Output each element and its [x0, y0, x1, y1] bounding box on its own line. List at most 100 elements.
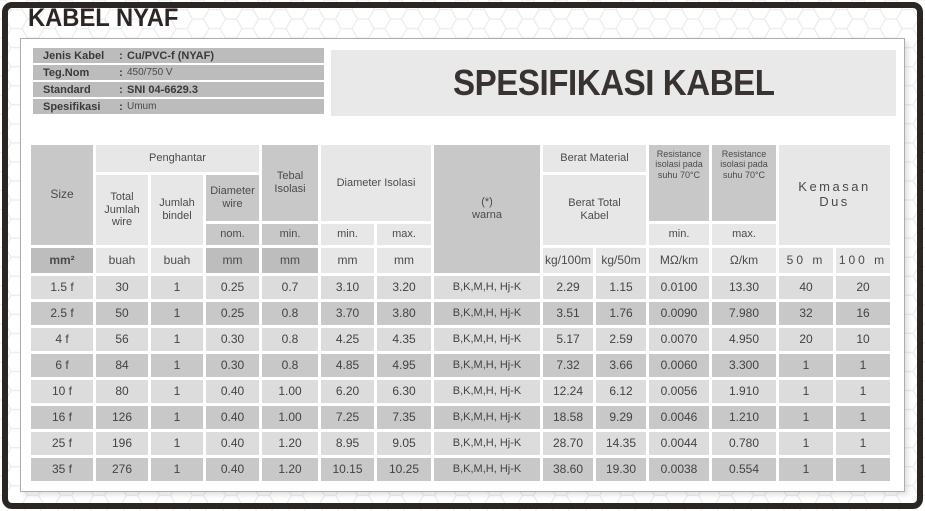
table-cell: 1	[151, 458, 203, 481]
header-berat-total-kabel: Berat Total Kabel	[543, 175, 646, 245]
cable-info-box: Jenis Kabel : Cu/PVC-f (NYAF) Teg.Nom : …	[33, 48, 324, 116]
table-cell: 0.25	[206, 276, 259, 299]
header-jumlah-bindel: Jumlah bindel	[151, 175, 203, 245]
table-cell: 1	[151, 354, 203, 377]
table-cell: 6.12	[596, 380, 646, 403]
table-cell: 1	[779, 432, 833, 455]
header-diameter-isolasi: Diameter Isolasi	[321, 145, 431, 221]
page-title-text: KABEL NYAF	[28, 4, 179, 32]
table-cell: 10 f	[31, 380, 93, 403]
table-cell: 0.40	[206, 458, 259, 481]
table-cell: 1	[151, 276, 203, 299]
table-cell: 40	[779, 276, 833, 299]
table-cell: 50	[96, 302, 148, 325]
table-cell: 1	[779, 458, 833, 481]
header-diameter-isolasi-min: min.	[321, 224, 374, 245]
table-cell: 2.29	[543, 276, 593, 299]
table-cell: 10.15	[321, 458, 374, 481]
info-label: Teg.Nom	[43, 66, 90, 79]
table-cell: 7.980	[712, 302, 776, 325]
info-value: SNI 04-6629.3	[127, 83, 198, 96]
unit-cell: mm	[262, 248, 318, 273]
table-cell: 1	[151, 432, 203, 455]
table-cell: 2.5 f	[31, 302, 93, 325]
table-cell: 1	[151, 380, 203, 403]
table-cell: 0.30	[206, 328, 259, 351]
header-tebal-isolasi: Tebal Isolasi	[262, 145, 318, 221]
table-cell: 25 f	[31, 432, 93, 455]
table-cell: 3.80	[377, 302, 431, 325]
header-resistance-max: Resistance isolasi pada suhu 70°C	[712, 145, 776, 221]
table-cell: 7.25	[321, 406, 374, 429]
info-label: Standard	[43, 83, 91, 96]
table-cell: 14.35	[596, 432, 646, 455]
table-cell: 0.0046	[649, 406, 709, 429]
table-cell: 1	[151, 406, 203, 429]
table-cell: 1.5 f	[31, 276, 93, 299]
table-cell: 80	[96, 380, 148, 403]
table-cell: 0.0056	[649, 380, 709, 403]
table-cell: 10.25	[377, 458, 431, 481]
table-cell: 4 f	[31, 328, 93, 351]
spec-heading-box: SPESIFIKASI KABEL	[331, 50, 896, 116]
table-cell: 3.20	[377, 276, 431, 299]
info-row-teg-nom: Teg.Nom : 450/750 V	[33, 65, 324, 80]
table-cell: 0.7	[262, 276, 318, 299]
table-cell: 7.35	[377, 406, 431, 429]
table-cell: 56	[96, 328, 148, 351]
unit-cell: mm	[321, 248, 374, 273]
table-cell: 12.24	[543, 380, 593, 403]
header-resistance-max-label: max.	[712, 224, 776, 245]
header-penghantar: Penghantar	[96, 145, 259, 172]
table-cell: 3.10	[321, 276, 374, 299]
header-nom: nom.	[206, 224, 259, 245]
spec-table: Size Penghantar Total Jumlah wire Jumlah…	[31, 145, 890, 481]
table-cell: 4.95	[377, 354, 431, 377]
table-cell: 32	[779, 302, 833, 325]
header-kemasan-dus: Kemasan Dus	[779, 145, 890, 245]
header-berat-material: Berat Material	[543, 145, 646, 172]
header-resistance-min-label: min.	[649, 224, 709, 245]
info-row-standard: Standard : SNI 04-6629.3	[33, 82, 324, 97]
table-cell: 8.95	[321, 432, 374, 455]
table-cell: 126	[96, 406, 148, 429]
table-cell: 0.25	[206, 302, 259, 325]
unit-cell: MΩ/km	[649, 248, 709, 273]
table-cell: 1.20	[262, 432, 318, 455]
table-cell: 0.8	[262, 328, 318, 351]
table-cell: 1	[151, 328, 203, 351]
header-warna: (*) warna	[434, 145, 540, 273]
table-cell: 0.0044	[649, 432, 709, 455]
header-warna-line1: (*)	[481, 196, 493, 209]
table-cell: 1.15	[596, 276, 646, 299]
header-diameter-wire: Diameter wire	[206, 175, 259, 221]
table-cell: 0.8	[262, 302, 318, 325]
table-cell: 1.76	[596, 302, 646, 325]
unit-cell: buah	[96, 248, 148, 273]
table-cell: 30	[96, 276, 148, 299]
header-size: Size	[31, 145, 93, 245]
info-label: Jenis Kabel	[43, 49, 105, 62]
spec-sheet-panel: Jenis Kabel : Cu/PVC-f (NYAF) Teg.Nom : …	[20, 38, 905, 492]
table-cell: 13.30	[712, 276, 776, 299]
table-cell: 1	[779, 406, 833, 429]
table-cell: 84	[96, 354, 148, 377]
unit-cell: 50 m	[779, 248, 833, 273]
table-cell: 1	[779, 354, 833, 377]
table-cell: 1	[836, 380, 890, 403]
table-cell: 0.554	[712, 458, 776, 481]
table-cell: 6 f	[31, 354, 93, 377]
table-cell: 16 f	[31, 406, 93, 429]
table-cell: 38.60	[543, 458, 593, 481]
table-cell: 0.0060	[649, 354, 709, 377]
table-cell: 1	[779, 380, 833, 403]
table-cell: 16	[836, 302, 890, 325]
table-cell: 0.0090	[649, 302, 709, 325]
table-cell: 1	[836, 458, 890, 481]
unit-cell: kg/100m	[543, 248, 593, 273]
table-cell: B,K,M,H, Hj-K	[434, 380, 540, 403]
table-cell: 1.910	[712, 380, 776, 403]
table-cell: 35 f	[31, 458, 93, 481]
table-cell: 28.70	[543, 432, 593, 455]
table-cell: 3.300	[712, 354, 776, 377]
